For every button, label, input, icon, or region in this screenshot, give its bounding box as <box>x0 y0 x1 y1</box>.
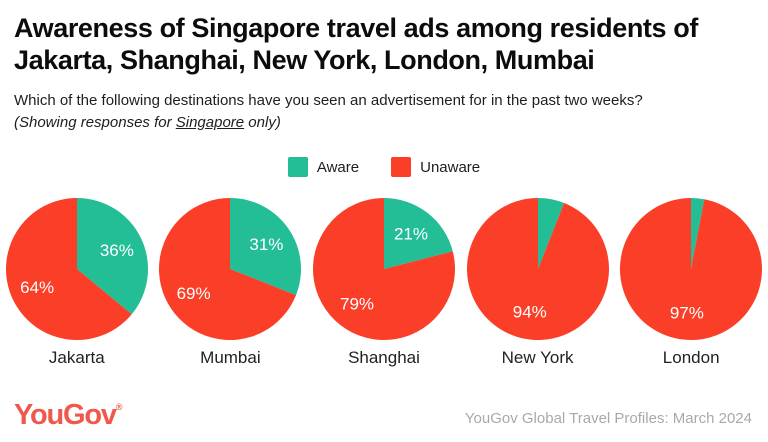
pie-charts-row: 36% 64% Jakarta 31% 69% Mumbai 21% 79% Shanghai 9… <box>0 197 768 368</box>
pie-svg: 94% <box>466 198 609 341</box>
slice-percent-label: 64% <box>20 278 54 297</box>
footer: YouGov® YouGov Global Travel Profiles: M… <box>14 399 752 432</box>
city-label: New York <box>501 348 574 368</box>
registered-mark-icon: ® <box>115 402 123 412</box>
pie-chart-jakarta: 36% 64% Jakarta <box>0 197 154 368</box>
city-label: London <box>662 348 720 368</box>
filter-note-prefix: (Showing responses for <box>14 114 176 132</box>
unaware-swatch-icon <box>391 157 412 178</box>
chart-header: Awareness of Singapore travel ads among … <box>0 0 768 131</box>
legend-label-aware: Aware <box>316 158 360 176</box>
city-label: Mumbai <box>200 348 261 368</box>
pie-slice-aware <box>537 198 564 270</box>
pie-chart-new-york: 94% New York <box>461 197 615 368</box>
legend-item-unaware: Unaware <box>391 157 481 178</box>
filter-note-destination: Singapore <box>175 114 245 132</box>
pie-slice-unaware <box>5 198 132 341</box>
pie-svg: 97% <box>620 198 763 341</box>
slice-percent-label: 97% <box>670 303 704 322</box>
aware-swatch-icon <box>287 157 308 178</box>
pie-slice-unaware <box>312 198 455 341</box>
pie-svg: 21% 79% <box>312 198 455 341</box>
slice-percent-label: 69% <box>177 284 211 303</box>
pie-svg: 31% 69% <box>159 198 302 341</box>
pie-chart-mumbai: 31% 69% Mumbai <box>154 197 308 368</box>
pie-chart-london: 97% London <box>614 197 768 368</box>
pie-slice-aware <box>383 198 453 270</box>
pie-slice-aware <box>230 198 302 296</box>
legend: Aware Unaware <box>0 157 768 178</box>
pie-svg: 36% 64% <box>5 198 148 341</box>
city-label: Jakarta <box>48 348 105 368</box>
slice-percent-label: 21% <box>394 225 428 244</box>
legend-item-aware: Aware <box>287 157 360 178</box>
pie-slice-unaware <box>159 198 297 341</box>
yougov-logo-text: YouGov <box>14 399 117 431</box>
slice-percent-label: 36% <box>100 241 134 260</box>
title-line-2: Jakarta, Shanghai, New York, London, Mum… <box>14 44 595 75</box>
page-title: Awareness of Singapore travel ads among … <box>14 13 752 76</box>
title-line-1: Awareness of Singapore travel ads among … <box>14 13 698 43</box>
survey-question: Which of the following destinations have… <box>14 92 643 110</box>
filter-note-suffix: only) <box>244 114 281 132</box>
slice-percent-label: 79% <box>340 294 374 313</box>
yougov-logo: YouGov® <box>14 399 122 432</box>
source-caption: YouGov Global Travel Profiles: March 202… <box>464 410 752 427</box>
pie-slice-aware <box>691 198 705 270</box>
pie-slice-aware <box>76 198 148 315</box>
pie-slice-unaware <box>620 198 763 341</box>
city-label: Shanghai <box>348 348 420 368</box>
filter-note: (Showing responses for Singapore only) <box>14 114 752 131</box>
legend-label-unaware: Unaware <box>420 158 481 176</box>
pie-slice-unaware <box>466 198 609 341</box>
pie-chart-shanghai: 21% 79% Shanghai <box>307 197 461 368</box>
slice-percent-label: 94% <box>512 303 546 322</box>
slice-percent-label: 31% <box>250 235 284 254</box>
